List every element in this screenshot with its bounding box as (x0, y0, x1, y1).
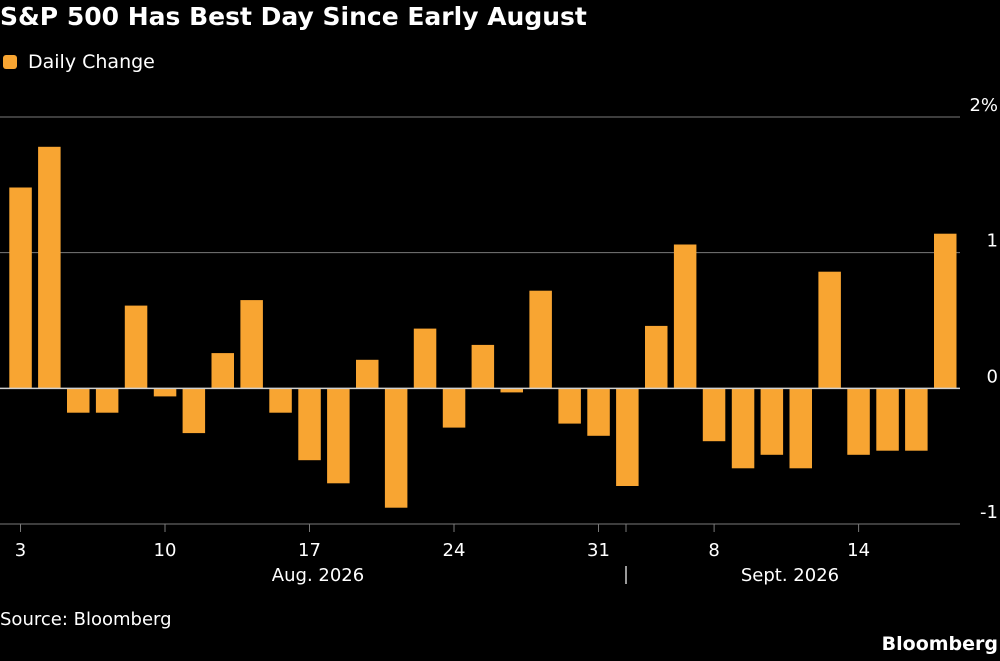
bar (673, 244, 697, 389)
bar (95, 388, 119, 413)
bar (760, 388, 784, 455)
bar (500, 388, 523, 393)
bar (645, 325, 668, 389)
bar (731, 388, 755, 469)
bar (847, 388, 870, 455)
x-tick-label: 8 (708, 540, 719, 561)
legend: Daily Change (0, 50, 155, 74)
source-note: Source: Bloomberg (0, 609, 172, 630)
bar (905, 388, 928, 451)
bar (587, 388, 610, 436)
x-tick-label: 3 (15, 540, 26, 561)
x-month-label: Sept. 2026 (741, 565, 839, 586)
x-tick-label: 17 (298, 540, 321, 561)
bar (153, 388, 177, 397)
bar (616, 388, 639, 486)
bar (356, 359, 379, 389)
bar (327, 388, 350, 484)
x-tick-label: 24 (443, 540, 466, 561)
legend-swatch (3, 55, 17, 69)
bar (298, 388, 321, 461)
x-tick-label: 10 (154, 540, 177, 561)
bar (211, 353, 234, 389)
bar (38, 146, 61, 389)
bar (182, 388, 206, 434)
y-tick-label: 2% (969, 95, 998, 116)
bar (269, 388, 292, 413)
bar (789, 388, 812, 469)
x-month-label: Aug. 2026 (272, 565, 364, 586)
chart-title: S&P 500 Has Best Day Since Early August (0, 2, 587, 31)
y-tick-label: -1 (980, 502, 998, 523)
bar (442, 388, 466, 428)
bar (558, 388, 581, 424)
bloomberg-logo: Bloomberg (881, 633, 998, 655)
bar (818, 271, 841, 389)
bar (9, 187, 32, 389)
y-tick-label: 1 (987, 231, 998, 252)
bar (240, 300, 263, 389)
bar (413, 328, 437, 389)
x-tick-label: 14 (847, 540, 870, 561)
x-tick-label: 31 (587, 540, 610, 561)
bar (876, 388, 899, 451)
bar (471, 344, 495, 389)
bar (529, 290, 552, 389)
y-tick-label: 0 (987, 366, 998, 387)
bar (384, 388, 408, 508)
legend-label: Daily Change (28, 51, 155, 73)
bar (124, 305, 148, 389)
bar (67, 388, 90, 413)
bar (934, 233, 957, 389)
bar (702, 388, 726, 442)
